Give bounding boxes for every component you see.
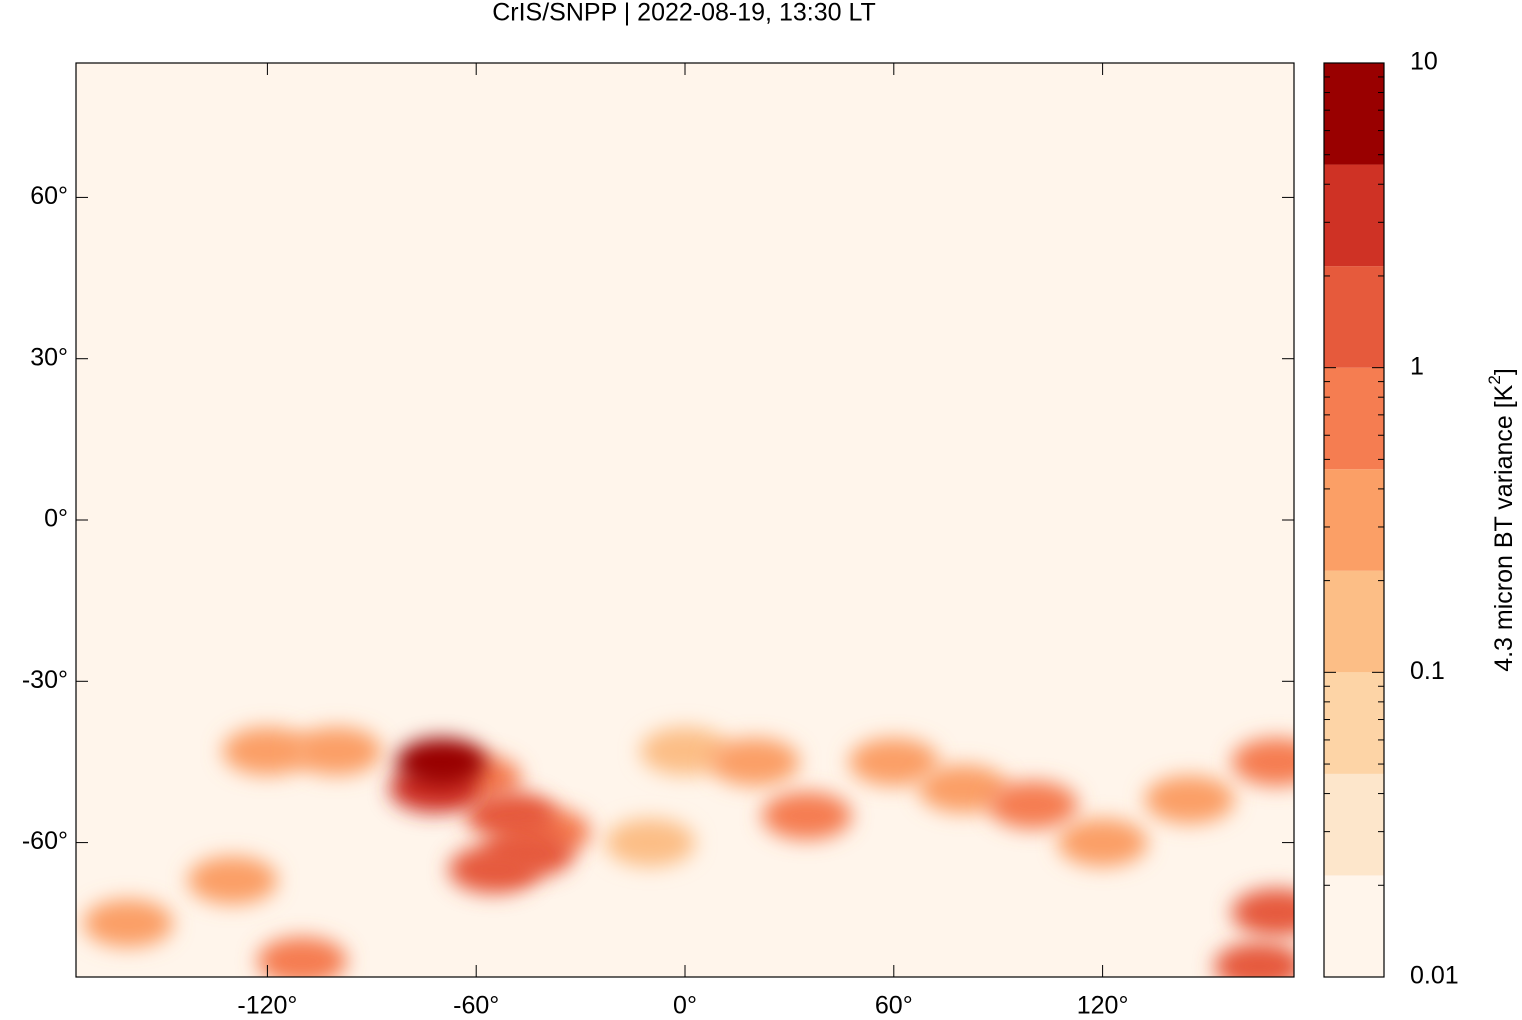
colorbar-band [1324, 164, 1384, 267]
hotspot [1144, 775, 1235, 824]
colorbar-label-text: 4.3 micron BT variance [K [1490, 384, 1518, 671]
y-tick-label: 30° [30, 343, 68, 371]
colorbar-tick-label: 1 [1410, 352, 1424, 380]
hotspot [448, 845, 539, 894]
colorbar-band [1324, 570, 1384, 673]
hotspot [1057, 818, 1148, 867]
colorbar-tick-label: 0.01 [1410, 962, 1459, 990]
colorbar-label-sup: 2 [1485, 375, 1504, 384]
hotspot [918, 764, 1009, 813]
colorbar-tick-label: 0.1 [1410, 657, 1445, 685]
x-tick-label: -120° [237, 992, 297, 1020]
hotspot [1214, 942, 1294, 977]
hotspot [640, 727, 730, 776]
hotspot [292, 727, 382, 776]
hotspot [605, 818, 696, 867]
colorbar-band [1324, 367, 1384, 470]
colorbar-label-end: ] [1490, 368, 1518, 375]
hotspot [709, 737, 800, 786]
y-tick-label: -60° [22, 827, 68, 855]
x-tick-label: 0° [673, 992, 697, 1020]
x-tick-label: 60° [875, 992, 913, 1020]
colorbar-frame [1323, 62, 1385, 978]
colorbar-tick-label: 10 [1410, 48, 1438, 76]
hotspot [761, 791, 852, 840]
hotspot [257, 936, 348, 977]
hotspot-layer [83, 727, 1294, 977]
hotspot [466, 791, 556, 840]
hotspot [1231, 737, 1294, 786]
colorbar-band [1324, 266, 1384, 368]
colorbar-band [1324, 773, 1384, 876]
hotspot [396, 737, 487, 786]
hotspot [83, 899, 174, 948]
hotspot [988, 780, 1078, 829]
y-tick-label: -30° [22, 666, 68, 694]
colorbar-band [1324, 63, 1384, 165]
y-tick-label: 0° [44, 505, 68, 533]
hotspot [1231, 888, 1294, 937]
chart-title: CrIS/SNPP | 2022-08-19, 13:30 LT [492, 0, 876, 27]
colorbar-band [1324, 672, 1384, 774]
colorbar-band [1324, 469, 1384, 571]
hotspot [187, 856, 278, 905]
colorbar-label: 4.3 micron BT variance [K2] [1485, 368, 1517, 672]
x-tick-label: -60° [453, 992, 499, 1020]
x-tick-label: 120° [1077, 992, 1129, 1020]
colorbar-band [1324, 875, 1384, 977]
y-tick-label: 60° [30, 182, 68, 210]
hotspot [848, 737, 939, 786]
hotspot [222, 727, 313, 776]
